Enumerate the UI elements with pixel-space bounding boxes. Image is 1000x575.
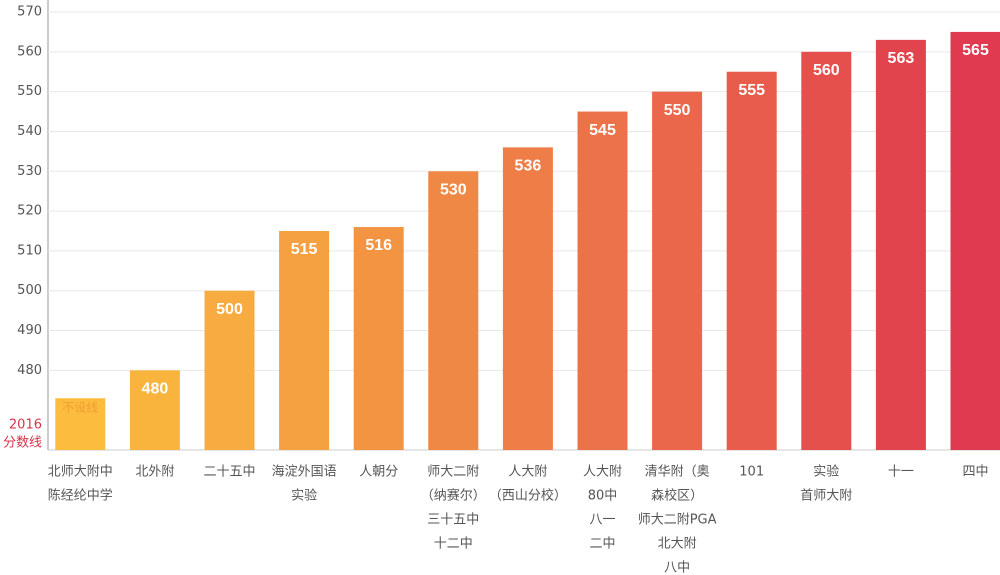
x-tick-label: （西山分校） xyxy=(489,488,567,504)
value-label: 536 xyxy=(515,158,542,175)
x-tick-label: 三十五中 xyxy=(427,513,479,528)
x-tick-label: 人大附 xyxy=(583,465,622,480)
bar xyxy=(950,31,1000,451)
value-label: 516 xyxy=(365,237,392,254)
x-tick-label: 首师大附 xyxy=(800,489,852,504)
bar xyxy=(577,111,628,450)
value-label: 530 xyxy=(440,181,467,198)
x-tick-label: 十一 xyxy=(888,465,914,480)
bar xyxy=(279,231,330,450)
value-label: 500 xyxy=(216,301,243,318)
y-tick-label: 530 xyxy=(17,164,42,179)
x-tick-label: 实验 xyxy=(291,488,317,504)
x-tick-label: 海淀外国语 xyxy=(272,465,337,480)
bar xyxy=(652,91,703,451)
x-tick-label: 北大附 xyxy=(658,537,697,552)
x-tick-label: 师大二附 xyxy=(427,465,479,480)
y-tick-label: 480 xyxy=(17,363,42,378)
bar xyxy=(502,147,553,450)
y-tick-label: 510 xyxy=(17,243,42,258)
value-label: 565 xyxy=(962,42,989,59)
y-tick-label: 550 xyxy=(17,84,42,99)
x-tick-label: 北外附 xyxy=(135,465,174,480)
bar xyxy=(428,171,479,451)
y-tick-label: 570 xyxy=(17,5,42,20)
bar xyxy=(726,71,777,451)
x-tick-label: 森校区） xyxy=(651,488,703,504)
x-tick-label: 人朝分 xyxy=(359,465,398,480)
x-tick-label: 十二中 xyxy=(434,537,473,552)
y-tick-label: 520 xyxy=(17,204,42,219)
x-tick-label: （纳赛尔） xyxy=(421,488,486,504)
x-tick-label: 师大二附PGA xyxy=(638,513,717,528)
y-tick-label: 490 xyxy=(17,323,42,338)
x-tick-label: 实验 xyxy=(813,464,839,480)
bar xyxy=(801,51,852,451)
value-label: 560 xyxy=(813,62,840,79)
value-label: 563 xyxy=(888,50,915,67)
x-tick-label: 北师大附中 xyxy=(48,465,113,480)
x-tick-label: 人大附 xyxy=(508,465,547,480)
y-axis-label: 2016 xyxy=(9,418,42,433)
y-tick-label: 560 xyxy=(17,44,42,59)
bar xyxy=(353,227,404,450)
value-label: 545 xyxy=(589,122,616,139)
bar xyxy=(875,39,926,450)
y-tick-label: 540 xyxy=(17,124,42,139)
x-tick-label: 陈经纶中学 xyxy=(48,488,113,504)
x-tick-label: 八一 xyxy=(589,513,615,528)
bar xyxy=(204,290,255,450)
x-tick-label: 101 xyxy=(739,465,764,480)
value-label: 不设线 xyxy=(62,400,98,414)
x-tick-label: 八中 xyxy=(664,561,690,575)
value-label: 550 xyxy=(664,102,691,119)
x-tick-label: 二十五中 xyxy=(203,465,255,480)
y-tick-label: 500 xyxy=(17,283,42,298)
value-label: 555 xyxy=(738,82,765,99)
y-axis-label: 分数线 xyxy=(3,436,42,451)
value-label: 480 xyxy=(142,381,169,398)
bar xyxy=(55,398,106,450)
value-label: 515 xyxy=(291,241,318,258)
x-tick-label: 清华附（奥 xyxy=(645,465,710,480)
x-tick-label: 二中 xyxy=(589,537,615,552)
bar xyxy=(129,370,180,450)
x-tick-label: 80中 xyxy=(588,489,618,504)
x-tick-label: 四中 xyxy=(962,465,988,480)
